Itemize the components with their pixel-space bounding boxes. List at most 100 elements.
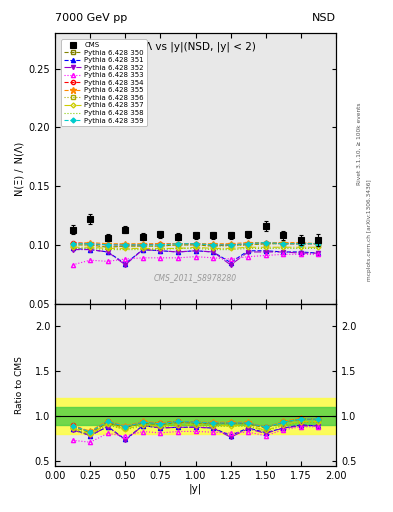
Pythia 6.428 352 <box>158 248 163 254</box>
Pythia 6.428 354 <box>88 241 92 247</box>
Text: mcplots.cern.ch [arXiv:1306.3436]: mcplots.cern.ch [arXiv:1306.3436] <box>367 180 373 281</box>
Pythia 6.428 358 <box>316 245 321 251</box>
Pythia 6.428 355 <box>246 240 251 246</box>
Pythia 6.428 351 <box>299 249 303 255</box>
Pythia 6.428 357 <box>246 244 251 250</box>
Pythia 6.428 350 <box>263 241 268 247</box>
Pythia 6.428 350 <box>70 242 75 248</box>
Pythia 6.428 355 <box>263 240 268 246</box>
Pythia 6.428 351 <box>70 245 75 251</box>
Pythia 6.428 356 <box>246 242 251 248</box>
Pythia 6.428 356 <box>228 243 233 249</box>
Pythia 6.428 353 <box>263 252 268 259</box>
Pythia 6.428 358 <box>70 245 75 251</box>
Pythia 6.428 350 <box>299 241 303 247</box>
Pythia 6.428 350 <box>281 241 286 247</box>
Y-axis label: Ratio to CMS: Ratio to CMS <box>15 356 24 414</box>
Line: Pythia 6.428 355: Pythia 6.428 355 <box>70 240 321 247</box>
Pythia 6.428 358 <box>176 245 180 251</box>
Pythia 6.428 359 <box>316 241 321 247</box>
Pythia 6.428 357 <box>88 244 92 250</box>
Pythia 6.428 354 <box>211 242 215 248</box>
Pythia 6.428 351 <box>316 250 321 256</box>
Pythia 6.428 357 <box>316 244 321 250</box>
Pythia 6.428 353 <box>176 255 180 261</box>
Pythia 6.428 356 <box>140 243 145 249</box>
Y-axis label: N(Ξ) /  N(Λ): N(Ξ) / N(Λ) <box>14 141 24 196</box>
Pythia 6.428 351 <box>211 249 215 255</box>
Text: NSD: NSD <box>312 13 336 23</box>
Pythia 6.428 356 <box>263 241 268 247</box>
Pythia 6.428 354 <box>123 242 128 248</box>
Pythia 6.428 354 <box>263 240 268 246</box>
Pythia 6.428 350 <box>228 242 233 248</box>
Pythia 6.428 353 <box>299 251 303 258</box>
Pythia 6.428 355 <box>70 241 75 247</box>
Bar <box>55 398 336 434</box>
Pythia 6.428 357 <box>158 245 163 251</box>
Pythia 6.428 355 <box>158 241 163 247</box>
Text: Ξ/Λ vs |y|(NSD, |y| < 2): Ξ/Λ vs |y|(NSD, |y| < 2) <box>135 41 256 52</box>
Pythia 6.428 359 <box>246 241 251 247</box>
Line: Pythia 6.428 359: Pythia 6.428 359 <box>71 241 320 247</box>
Pythia 6.428 355 <box>211 241 215 247</box>
X-axis label: |y|: |y| <box>189 483 202 494</box>
Text: 7000 GeV pp: 7000 GeV pp <box>55 13 127 23</box>
Text: Rivet 3.1.10, ≥ 100k events: Rivet 3.1.10, ≥ 100k events <box>357 102 362 185</box>
Pythia 6.428 357 <box>299 244 303 250</box>
Pythia 6.428 352 <box>299 250 303 256</box>
Pythia 6.428 351 <box>176 249 180 255</box>
Pythia 6.428 355 <box>299 240 303 246</box>
Pythia 6.428 352 <box>70 247 75 253</box>
Pythia 6.428 358 <box>88 245 92 251</box>
Pythia 6.428 352 <box>211 249 215 255</box>
Pythia 6.428 357 <box>105 245 110 251</box>
Pythia 6.428 359 <box>105 242 110 248</box>
Pythia 6.428 356 <box>281 241 286 247</box>
Pythia 6.428 358 <box>246 245 251 251</box>
Pythia 6.428 353 <box>316 251 321 258</box>
Pythia 6.428 353 <box>211 255 215 261</box>
Pythia 6.428 356 <box>123 243 128 249</box>
Pythia 6.428 358 <box>299 245 303 251</box>
Pythia 6.428 359 <box>158 242 163 248</box>
Pythia 6.428 359 <box>70 241 75 247</box>
Pythia 6.428 350 <box>176 242 180 248</box>
Pythia 6.428 356 <box>299 241 303 247</box>
Pythia 6.428 352 <box>316 250 321 256</box>
Line: Pythia 6.428 358: Pythia 6.428 358 <box>73 248 318 250</box>
Pythia 6.428 351 <box>123 261 128 267</box>
Pythia 6.428 358 <box>140 247 145 253</box>
Pythia 6.428 357 <box>228 245 233 251</box>
Pythia 6.428 353 <box>140 255 145 261</box>
Pythia 6.428 354 <box>281 241 286 247</box>
Pythia 6.428 356 <box>158 243 163 249</box>
Line: Pythia 6.428 352: Pythia 6.428 352 <box>70 247 321 267</box>
Pythia 6.428 358 <box>123 247 128 253</box>
Text: CMS_2011_S8978280: CMS_2011_S8978280 <box>154 273 237 282</box>
Pythia 6.428 354 <box>316 241 321 247</box>
Pythia 6.428 359 <box>281 241 286 247</box>
Pythia 6.428 359 <box>176 241 180 247</box>
Pythia 6.428 352 <box>176 249 180 255</box>
Pythia 6.428 357 <box>263 244 268 250</box>
Pythia 6.428 359 <box>193 241 198 247</box>
Pythia 6.428 358 <box>105 247 110 253</box>
Pythia 6.428 351 <box>193 248 198 254</box>
Pythia 6.428 356 <box>70 242 75 248</box>
Pythia 6.428 359 <box>299 241 303 247</box>
Pythia 6.428 353 <box>193 253 198 260</box>
Line: Pythia 6.428 356: Pythia 6.428 356 <box>70 242 321 249</box>
Pythia 6.428 350 <box>193 242 198 248</box>
Pythia 6.428 355 <box>193 241 198 247</box>
Pythia 6.428 357 <box>140 245 145 251</box>
Pythia 6.428 350 <box>88 242 92 248</box>
Pythia 6.428 350 <box>140 243 145 249</box>
Pythia 6.428 353 <box>158 255 163 261</box>
Line: Pythia 6.428 357: Pythia 6.428 357 <box>71 246 320 250</box>
Pythia 6.428 350 <box>211 243 215 249</box>
Pythia 6.428 355 <box>140 241 145 247</box>
Pythia 6.428 353 <box>281 251 286 258</box>
Pythia 6.428 355 <box>176 241 180 247</box>
Line: Pythia 6.428 354: Pythia 6.428 354 <box>70 241 321 247</box>
